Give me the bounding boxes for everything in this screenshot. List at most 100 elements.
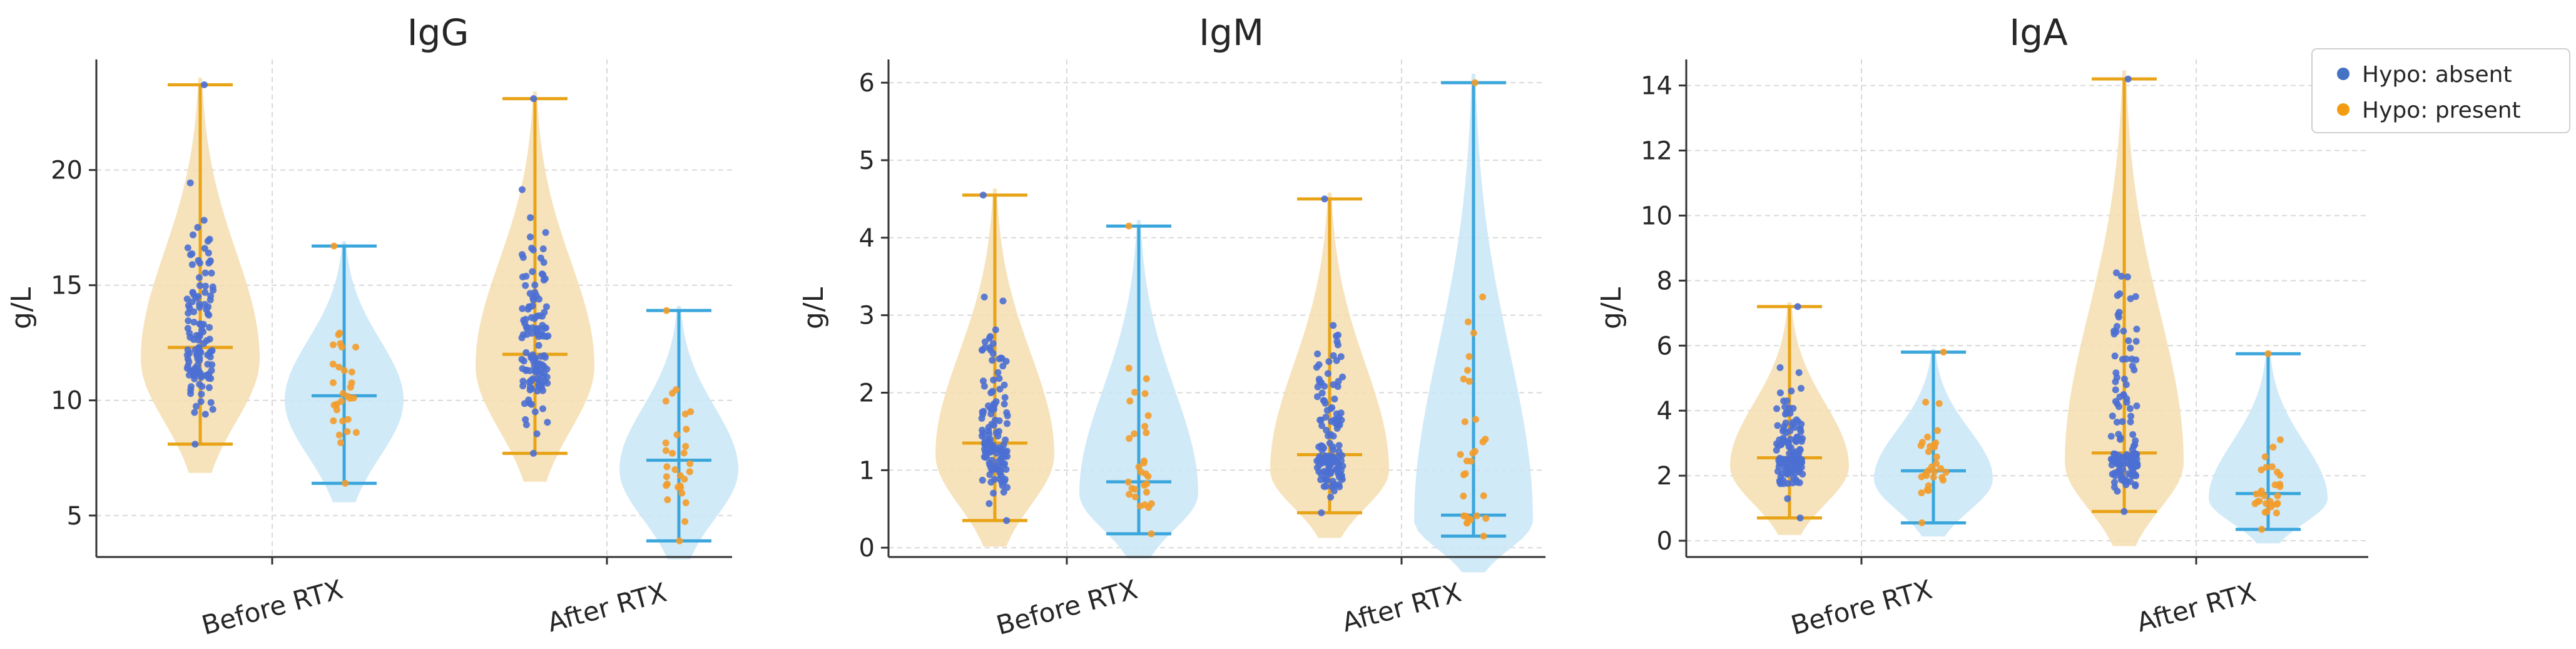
data-point-hypo-absent-after-rtx: [529, 246, 537, 253]
data-point-hypo-absent-before-rtx: [994, 369, 1002, 376]
data-point-hypo-absent-before-rtx: [206, 258, 214, 265]
data-point-hypo-absent-before-rtx: [184, 346, 191, 354]
y-tick-label: 20: [51, 156, 83, 185]
data-point-hypo-absent-before-rtx: [201, 289, 209, 296]
data-point-hypo-absent-before-rtx: [999, 297, 1007, 305]
data-point-hypo-absent-after-rtx: [519, 365, 526, 372]
data-point-hypo-present-before-rtx: [352, 344, 360, 351]
x-tick-label: After RTX: [2134, 577, 2259, 638]
data-point-hypo-absent-before-rtx: [205, 249, 212, 257]
data-point-hypo-present-after-rtx: [2271, 481, 2279, 489]
data-point-hypo-present-after-rtx: [676, 537, 683, 544]
data-point-hypo-absent-after-rtx: [527, 353, 535, 360]
data-point-hypo-present-after-rtx: [2251, 500, 2259, 508]
data-point-hypo-absent-after-rtx: [530, 95, 537, 103]
data-point-hypo-absent-after-rtx: [2110, 479, 2118, 486]
data-point-hypo-absent-after-rtx: [2114, 292, 2121, 299]
data-point-hypo-present-before-rtx: [346, 395, 354, 402]
data-point-hypo-present-before-rtx: [1930, 474, 1937, 481]
data-point-hypo-absent-before-rtx: [201, 245, 208, 252]
data-point-hypo-absent-after-rtx: [522, 349, 530, 356]
data-point-hypo-absent-after-rtx: [529, 268, 536, 275]
data-point-hypo-present-after-rtx: [2274, 492, 2281, 499]
data-point-hypo-absent-before-rtx: [195, 344, 203, 351]
data-point-hypo-absent-after-rtx: [2109, 471, 2116, 478]
data-point-hypo-absent-before-rtx: [201, 81, 208, 88]
data-point-hypo-absent-after-rtx: [2110, 450, 2117, 457]
chart-title-igm: IgM: [1199, 11, 1264, 54]
data-point-hypo-present-before-rtx: [1922, 399, 1930, 406]
data-point-hypo-present-after-rtx: [682, 442, 690, 450]
data-point-hypo-present-after-rtx: [663, 307, 670, 314]
data-point-hypo-absent-before-rtx: [190, 231, 196, 238]
data-point-hypo-present-before-rtx: [330, 242, 338, 250]
data-point-hypo-absent-before-rtx: [193, 402, 200, 410]
data-point-hypo-absent-before-rtx: [985, 431, 993, 438]
data-point-hypo-absent-before-rtx: [1799, 435, 1806, 442]
data-point-hypo-present-after-rtx: [680, 449, 688, 457]
data-point-hypo-present-before-rtx: [1124, 478, 1132, 486]
data-point-hypo-absent-after-rtx: [532, 292, 540, 300]
data-point-hypo-present-before-rtx: [347, 384, 354, 391]
data-point-hypo-absent-after-rtx: [1320, 483, 1328, 490]
data-point-hypo-present-before-rtx: [352, 429, 360, 436]
data-point-hypo-present-after-rtx: [682, 499, 690, 506]
data-point-hypo-absent-after-rtx: [522, 416, 529, 423]
data-point-hypo-absent-after-rtx: [534, 361, 541, 369]
x-tick-label: Before RTX: [198, 574, 346, 641]
data-point-hypo-absent-after-rtx: [527, 401, 535, 408]
data-point-hypo-absent-before-rtx: [204, 360, 211, 368]
chart-panel-iga: 0 2 4 6 8 10 12 14 Before RTX After RTX IgA g/L: [1596, 11, 2368, 641]
data-point-hypo-absent-after-rtx: [2124, 273, 2131, 280]
data-point-hypo-absent-before-rtx: [995, 375, 1003, 382]
data-point-hypo-absent-before-rtx: [204, 237, 211, 245]
data-point-hypo-absent-after-rtx: [2132, 356, 2140, 364]
data-point-hypo-absent-before-rtx: [196, 381, 203, 388]
data-point-hypo-present-after-rtx: [663, 473, 670, 481]
data-point-hypo-present-before-rtx: [337, 439, 345, 446]
data-point-hypo-absent-after-rtx: [519, 186, 526, 193]
data-point-hypo-absent-after-rtx: [1324, 370, 1331, 377]
data-point-hypo-absent-after-rtx: [539, 332, 547, 340]
data-point-hypo-absent-after-rtx: [1337, 353, 1345, 360]
legend-marker-absent: [2337, 68, 2349, 80]
data-point-hypo-absent-after-rtx: [2127, 412, 2135, 420]
data-point-hypo-absent-after-rtx: [1334, 422, 1341, 429]
data-point-hypo-absent-after-rtx: [1323, 427, 1330, 434]
data-point-hypo-absent-after-rtx: [1338, 452, 1345, 459]
data-point-hypo-absent-after-rtx: [1336, 483, 1343, 491]
data-point-hypo-absent-before-rtx: [184, 325, 191, 332]
data-point-hypo-absent-after-rtx: [1322, 414, 1330, 421]
data-point-hypo-absent-after-rtx: [2127, 344, 2134, 352]
data-point-hypo-absent-before-rtx: [999, 482, 1006, 489]
data-point-hypo-present-after-rtx: [2263, 500, 2270, 508]
data-point-hypo-absent-after-rtx: [2119, 418, 2126, 426]
data-point-hypo-present-after-rtx: [678, 489, 686, 497]
data-point-hypo-absent-before-rtx: [995, 475, 1003, 483]
data-point-hypo-present-before-rtx: [339, 390, 347, 397]
data-point-hypo-absent-before-rtx: [1776, 389, 1784, 397]
data-point-hypo-absent-after-rtx: [1314, 393, 1321, 401]
data-point-hypo-absent-after-rtx: [541, 352, 547, 359]
data-point-hypo-absent-after-rtx: [2132, 337, 2140, 345]
data-point-hypo-absent-before-rtx: [985, 500, 993, 508]
data-point-hypo-absent-before-rtx: [1786, 459, 1794, 466]
data-point-hypo-absent-before-rtx: [1786, 409, 1794, 417]
data-point-hypo-absent-after-rtx: [1318, 446, 1326, 454]
data-point-hypo-present-before-rtx: [1940, 349, 1947, 356]
data-point-hypo-absent-before-rtx: [196, 259, 203, 267]
data-point-hypo-absent-before-rtx: [990, 489, 997, 497]
data-point-hypo-absent-after-rtx: [2132, 437, 2139, 444]
data-point-hypo-absent-after-rtx: [1330, 488, 1338, 494]
data-point-hypo-absent-before-rtx: [989, 357, 996, 364]
data-point-hypo-absent-after-rtx: [537, 254, 544, 262]
data-point-hypo-absent-after-rtx: [522, 282, 529, 289]
data-point-hypo-present-before-rtx: [339, 417, 347, 425]
data-point-hypo-present-after-rtx: [1471, 447, 1479, 455]
data-point-hypo-absent-before-rtx: [990, 406, 997, 413]
data-point-hypo-present-after-rtx: [2276, 436, 2284, 444]
data-point-hypo-present-after-rtx: [673, 386, 680, 394]
data-point-hypo-absent-after-rtx: [1338, 476, 1346, 483]
x-tick-label: Before RTX: [993, 574, 1141, 641]
data-point-hypo-present-before-rtx: [335, 364, 343, 371]
